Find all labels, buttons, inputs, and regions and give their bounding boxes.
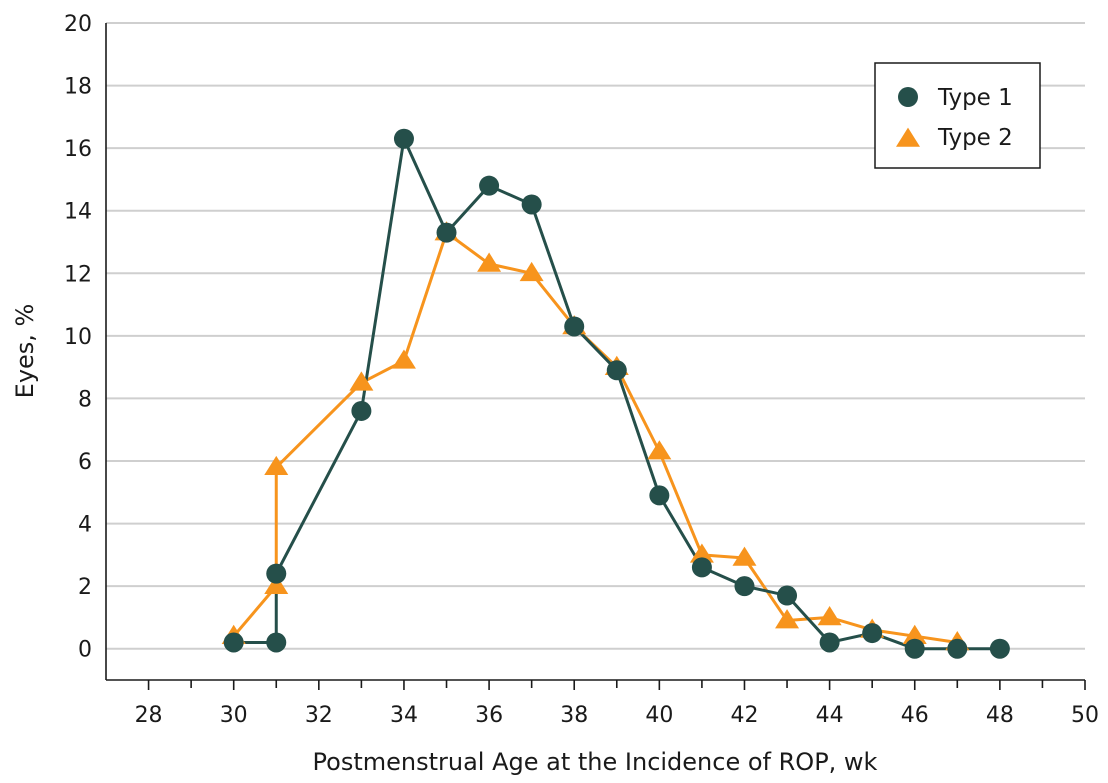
point-type-1-15 <box>862 623 883 644</box>
x-tick-label-32: 32 <box>305 703 333 728</box>
y-tick-label-2: 2 <box>78 575 92 600</box>
x-tick-label-30: 30 <box>220 703 248 728</box>
x-tick-label-36: 36 <box>475 703 503 728</box>
point-type-1-18 <box>989 638 1010 659</box>
y-tick-label-16: 16 <box>64 137 92 162</box>
x-tick-label-46: 46 <box>901 703 929 728</box>
y-tick-label-14: 14 <box>64 200 92 225</box>
point-type-1-16 <box>904 638 925 659</box>
point-type-1-5 <box>436 222 457 243</box>
x-tick-label-38: 38 <box>560 703 588 728</box>
legend-label-type-1: Type 1 <box>937 85 1013 111</box>
point-type-1-12 <box>734 576 755 597</box>
legend-marker-type-2 <box>896 127 920 147</box>
x-tick-label-34: 34 <box>390 703 418 728</box>
point-type-1-2 <box>266 563 287 584</box>
point-type-1-11 <box>691 557 712 578</box>
point-type-2-12 <box>732 546 757 566</box>
point-type-2-6 <box>477 252 502 272</box>
point-type-1-17 <box>947 638 968 659</box>
point-type-2-1 <box>264 574 289 594</box>
y-tick-label-10: 10 <box>64 325 92 350</box>
x-tick-label-48: 48 <box>986 703 1014 728</box>
legend: Type 1 Type 2 <box>874 62 1041 169</box>
y-tick-label-8: 8 <box>78 387 92 412</box>
series-line-type-2 <box>232 231 958 644</box>
point-type-2-3 <box>349 371 374 391</box>
point-type-2-4 <box>391 349 416 369</box>
x-tick-label-40: 40 <box>645 703 673 728</box>
x-tick-label-44: 44 <box>816 703 844 728</box>
axes <box>105 23 1085 681</box>
point-type-1-14 <box>819 632 840 653</box>
series-group <box>221 128 1010 659</box>
legend-marker-type-1 <box>898 87 918 107</box>
point-type-1-8 <box>564 316 585 337</box>
y-tick-label-0: 0 <box>78 638 92 663</box>
y-tick-label-6: 6 <box>78 450 92 475</box>
point-type-2-10 <box>647 440 672 460</box>
point-type-2-2 <box>264 455 289 476</box>
y-tick-label-20: 20 <box>64 12 92 37</box>
x-tick-label-42: 42 <box>730 703 758 728</box>
point-type-1-4 <box>393 128 414 149</box>
y-tick-label-12: 12 <box>64 262 92 287</box>
y-axis-ticks: 0 2 4 6 8 10 12 14 16 18 20 <box>64 12 92 663</box>
legend-box <box>874 62 1041 169</box>
point-type-1-9 <box>606 360 627 381</box>
legend-label-type-2: Type 2 <box>937 125 1013 151</box>
point-type-1-3 <box>351 400 372 421</box>
point-type-1-7 <box>521 194 542 215</box>
point-type-1-10 <box>649 485 670 506</box>
point-type-2-16 <box>902 624 927 644</box>
point-type-1-0 <box>223 632 244 653</box>
point-type-2-7 <box>519 261 544 282</box>
x-axis-title: Postmenstrual Age at the Incidence of RO… <box>313 748 878 776</box>
y-tick-label-4: 4 <box>78 513 92 538</box>
y-tick-label-18: 18 <box>64 75 92 100</box>
point-type-1-13 <box>777 585 798 606</box>
x-tick-label-28: 28 <box>135 703 163 728</box>
point-type-2-14 <box>817 606 842 626</box>
x-axis-ticks: 28 30 32 34 36 38 40 42 44 46 48 50 <box>135 680 1099 728</box>
x-tick-label-50: 50 <box>1071 703 1099 728</box>
y-axis-title: Eyes, % <box>11 304 39 399</box>
point-type-2-13 <box>775 609 800 629</box>
point-type-1-1 <box>266 632 287 653</box>
point-type-1-6 <box>479 175 500 196</box>
point-type-2-11 <box>689 543 714 563</box>
